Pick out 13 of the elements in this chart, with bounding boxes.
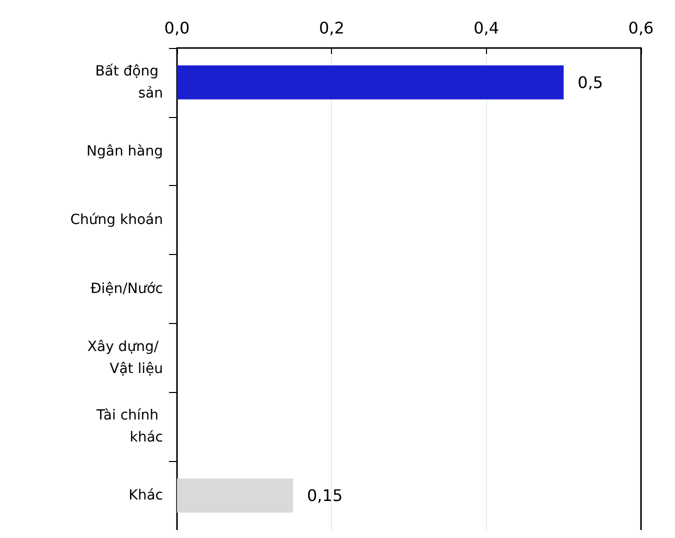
data-label: 0,5 [578, 72, 604, 92]
y-tick-label: Tài chính khác [96, 408, 163, 446]
data-label: 0,15 [307, 486, 343, 506]
y-tick-label: Bất động sản [95, 63, 163, 102]
y-tick-label: Chứng khoán [70, 212, 163, 228]
y-tick-label: Điện/Nước [90, 281, 163, 297]
y-tick-label: Ngân hàng [86, 143, 163, 160]
x-tick-label: 0,0 [164, 18, 190, 38]
x-tick-label: 0,6 [628, 18, 654, 38]
y-tick-label: Khác [128, 488, 163, 504]
x-tick-label: 0,2 [318, 18, 344, 38]
x-tick-label: 0,4 [474, 18, 500, 38]
y-tick-label: Xây dựng/ Vật liệu [87, 338, 163, 377]
